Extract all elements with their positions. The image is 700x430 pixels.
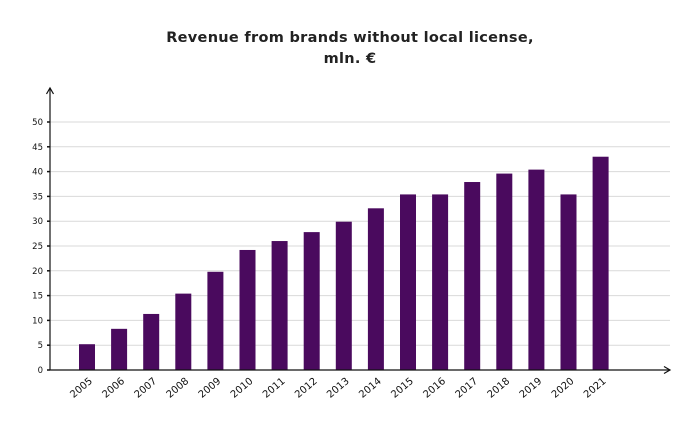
y-tick-label: 25 xyxy=(32,242,43,252)
bar-2012 xyxy=(303,232,320,370)
bar-2006 xyxy=(111,328,128,370)
x-tick-label: 2007 xyxy=(133,376,160,401)
y-tick-label: 15 xyxy=(32,292,43,302)
y-tick-label: 5 xyxy=(38,341,43,351)
x-tick-label: 2017 xyxy=(454,376,481,401)
x-tick-label: 2006 xyxy=(100,376,127,401)
y-tick-label: 10 xyxy=(32,316,43,326)
x-tick-label: 2009 xyxy=(197,376,224,401)
x-axis-arrow xyxy=(663,365,672,375)
y-tick-label: 20 xyxy=(32,267,43,277)
x-tick-label: 2010 xyxy=(229,376,256,401)
bar-2007 xyxy=(143,313,160,370)
x-tick-label: 2018 xyxy=(486,376,513,401)
x-tick-label: 2016 xyxy=(421,376,448,401)
bar-2010 xyxy=(239,249,256,370)
bar-2009 xyxy=(207,271,224,370)
y-tick-label: 50 xyxy=(32,118,43,128)
x-tick-label: 2020 xyxy=(550,376,577,401)
chart-title-line-1: Revenue from brands without local licens… xyxy=(166,30,534,46)
x-tick-label: 2019 xyxy=(518,376,545,401)
x-tick-label: 2015 xyxy=(389,376,416,401)
bar-2020 xyxy=(560,194,577,370)
x-tick-label: 2012 xyxy=(293,376,320,401)
chart-title: Revenue from brands without local licens… xyxy=(0,28,700,70)
y-tick-label: 45 xyxy=(32,143,43,153)
y-tick-label: 35 xyxy=(32,192,43,202)
bar-2017 xyxy=(464,182,481,370)
bar-2018 xyxy=(496,173,513,370)
y-tick-label: 30 xyxy=(32,217,43,227)
x-tick-label: 2014 xyxy=(357,376,384,401)
y-tick-label: 0 xyxy=(38,366,43,376)
y-axis-arrow xyxy=(45,86,55,95)
bar-2005 xyxy=(79,344,95,370)
bar-2021 xyxy=(592,156,609,370)
x-tick-label: 2011 xyxy=(261,376,288,401)
bar-2011 xyxy=(271,241,288,370)
bar-2014 xyxy=(367,208,384,370)
chart-title-line-2: mln. € xyxy=(323,51,377,67)
x-tick-label: 2008 xyxy=(165,376,192,401)
y-tick-label: 40 xyxy=(32,168,43,178)
bar-2013 xyxy=(335,221,352,370)
x-tick-label: 2021 xyxy=(582,376,609,401)
x-tick-label: 2005 xyxy=(68,376,95,401)
bar-2019 xyxy=(528,169,545,370)
bar-2008 xyxy=(175,293,192,370)
bar-2016 xyxy=(432,194,449,370)
x-tick-label: 2013 xyxy=(325,376,352,401)
bar-2015 xyxy=(400,194,416,370)
